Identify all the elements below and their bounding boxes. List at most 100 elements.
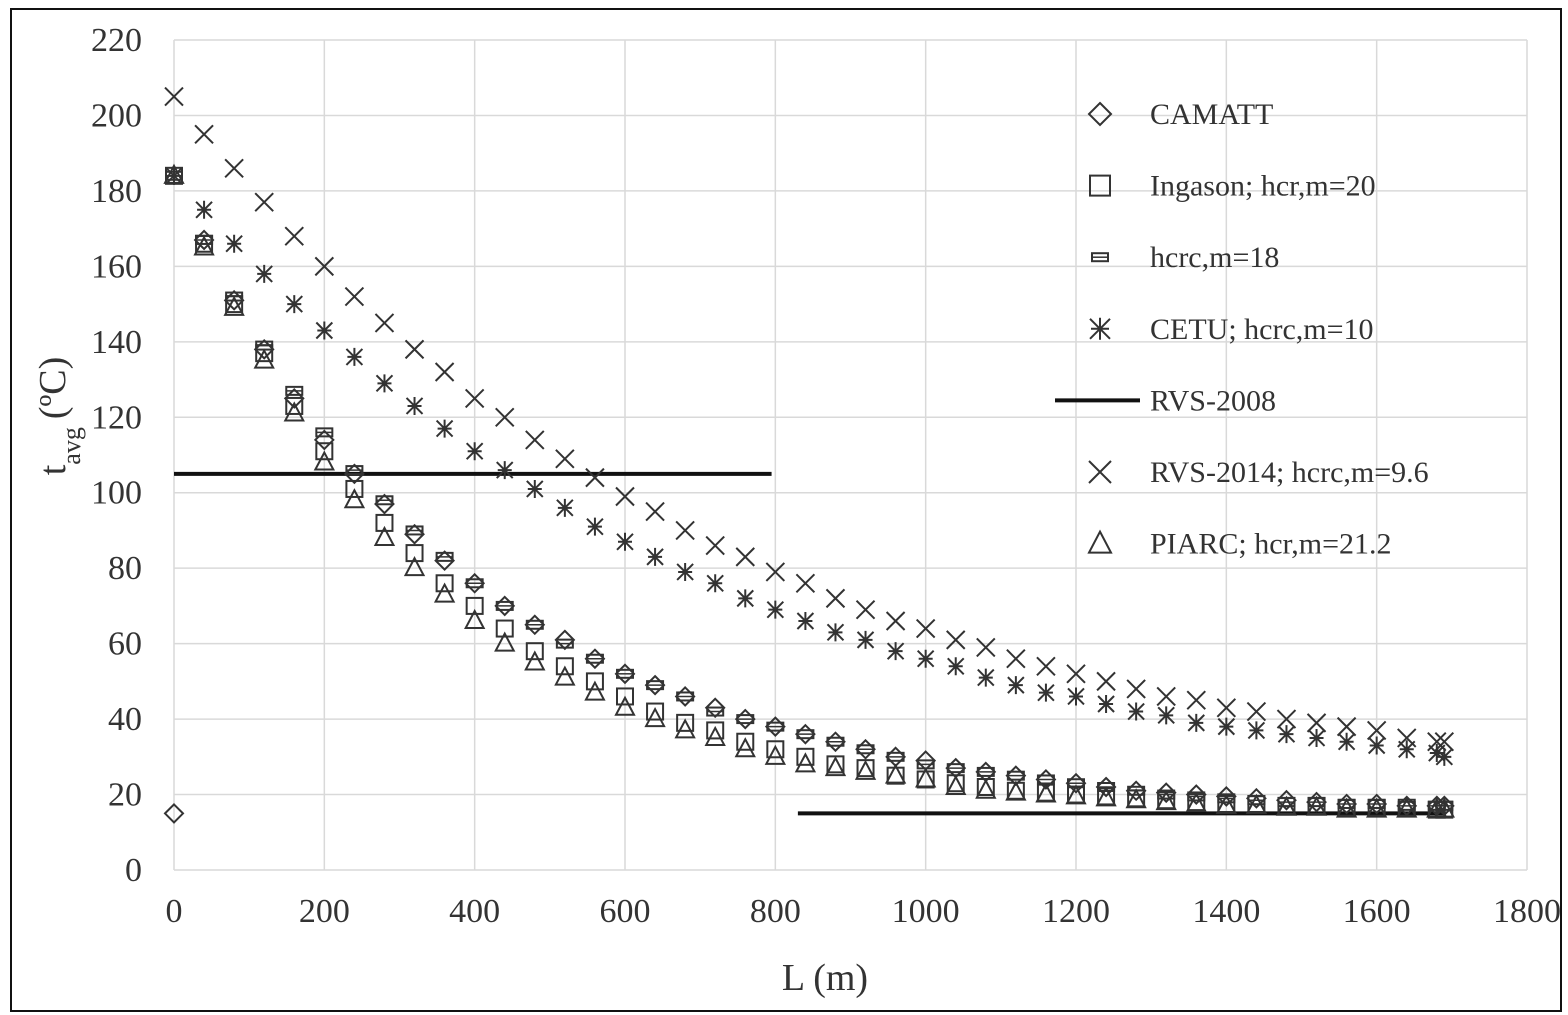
legend-item: RVS-2014; hcrc,m=9.6 [1088, 456, 1429, 489]
data-point-piarc [403, 556, 426, 577]
data-point-cetu [1217, 717, 1236, 736]
data-point-rvs2014 [404, 339, 425, 360]
data-point-cetu [225, 234, 243, 253]
data-point-ingason [555, 657, 574, 676]
data-point-ingason [766, 740, 785, 759]
data-point-rvs2014 [1366, 720, 1387, 741]
x-tick-label: 0 [166, 893, 183, 930]
data-point-camatt [1215, 786, 1237, 807]
data-point-piarc [854, 759, 877, 780]
data-point-camatt [704, 697, 726, 719]
data-point-rvs2014 [194, 124, 214, 145]
data-point-rvs2014 [1276, 709, 1297, 729]
data-point-rvs2014 [525, 430, 545, 450]
legend-label: RVS-2014; hcrc,m=9.6 [1150, 456, 1429, 489]
y-tick-label: 140 [91, 324, 142, 361]
data-point-cetu [1097, 695, 1115, 713]
data-point-rvs2014 [464, 388, 485, 409]
y-tick-label: 60 [108, 626, 142, 663]
data-point-piarc [674, 718, 696, 739]
data-point-camatt [434, 550, 456, 572]
data-point-rvs2014 [675, 520, 695, 541]
legend-label: CAMATT [1150, 98, 1273, 131]
data-point-ingason [886, 766, 905, 785]
y-axis-label-sub: avg [57, 427, 86, 465]
y-tick-label: 120 [91, 399, 142, 436]
data-point-camatt [554, 629, 576, 651]
data-point-cetu [586, 517, 604, 536]
data-point-cetu [1127, 702, 1145, 721]
data-point-rvs2014 [314, 256, 335, 277]
data-point-piarc [764, 744, 786, 765]
data-point-camatt [1306, 791, 1327, 813]
data-point-ingason [525, 642, 544, 661]
data-point-ingason [976, 778, 995, 796]
data-point-camatt [885, 746, 907, 768]
data-point-rvs2014 [164, 86, 184, 107]
legend: CAMATT Ingason; hcr,m=20 hcrc,m=18 CETU; hc… [1055, 98, 1429, 561]
x-tick-label: 1200 [1042, 893, 1110, 930]
data-point-camatt [374, 493, 395, 515]
data-point-camatt [1005, 765, 1027, 787]
data-point-piarc [343, 488, 366, 509]
data-point-ingason [405, 544, 424, 563]
data-point-ingason [1187, 793, 1206, 812]
data-point-rvs2014 [946, 630, 966, 650]
data-point-rvs2014 [1088, 460, 1112, 484]
data-point-cetu [1007, 676, 1025, 695]
data-point-piarc [223, 295, 245, 316]
data-point-rvs2014 [1006, 649, 1026, 669]
data-point-cetu [1435, 747, 1454, 766]
data-point-piarc [824, 755, 847, 777]
data-point-camatt [1155, 782, 1177, 804]
data-point-rvs2014 [1216, 698, 1237, 718]
data-point-rvs2014 [1186, 690, 1206, 710]
data-point-camatt [223, 289, 245, 311]
data-point-ingason [1157, 791, 1176, 810]
data-point-camatt [1087, 101, 1113, 127]
x-tick-label: 600 [600, 893, 651, 930]
data-point-cetu [826, 623, 845, 642]
data-point-piarc [704, 725, 726, 746]
data-point-piarc [283, 401, 305, 422]
data-point-ingason [465, 596, 484, 615]
data-point-cetu [736, 589, 754, 608]
data-point-cetu [255, 264, 273, 283]
y-tick-label: 220 [91, 22, 142, 59]
data-point-cetu [1067, 687, 1085, 706]
data-point-camatt [1396, 795, 1418, 817]
data-point-ingason [315, 442, 334, 461]
data-point-cetu [285, 295, 303, 314]
x-tick-label: 800 [750, 893, 801, 930]
x-tick-label: 1400 [1192, 893, 1260, 930]
data-point-hcrc [165, 170, 183, 181]
data-point-rvs2014 [555, 449, 575, 469]
data-point-cetu [375, 374, 394, 393]
data-point-ingason [1097, 787, 1116, 806]
series-layer [163, 86, 1455, 824]
data-point-piarc [975, 778, 997, 799]
data-point-ingason [345, 479, 364, 498]
legend-item: Ingason; hcr,m=20 [1089, 170, 1376, 203]
data-point-hcrc [1091, 252, 1109, 263]
data-point-camatt [674, 686, 696, 707]
data-point-ingason [1036, 783, 1055, 802]
data-point-camatt [1426, 795, 1448, 817]
data-point-rvs2014 [1306, 713, 1327, 733]
data-point-cetu [465, 442, 484, 461]
data-point-rvs2014 [615, 486, 635, 507]
data-point-camatt [1276, 789, 1297, 811]
data-point-cetu [886, 642, 905, 661]
data-point-camatt [1366, 793, 1388, 815]
data-point-piarc [584, 680, 606, 701]
data-point-camatt [404, 523, 425, 545]
data-point-piarc [554, 665, 576, 686]
data-point-camatt [524, 614, 546, 636]
data-point-cetu [1337, 732, 1356, 751]
data-point-rvs2014 [735, 547, 755, 567]
y-tick-label: 180 [91, 173, 142, 210]
data-point-ingason [585, 672, 604, 691]
data-point-camatt [1336, 793, 1358, 815]
data-point-piarc [494, 631, 516, 652]
data-point-camatt [764, 716, 786, 738]
